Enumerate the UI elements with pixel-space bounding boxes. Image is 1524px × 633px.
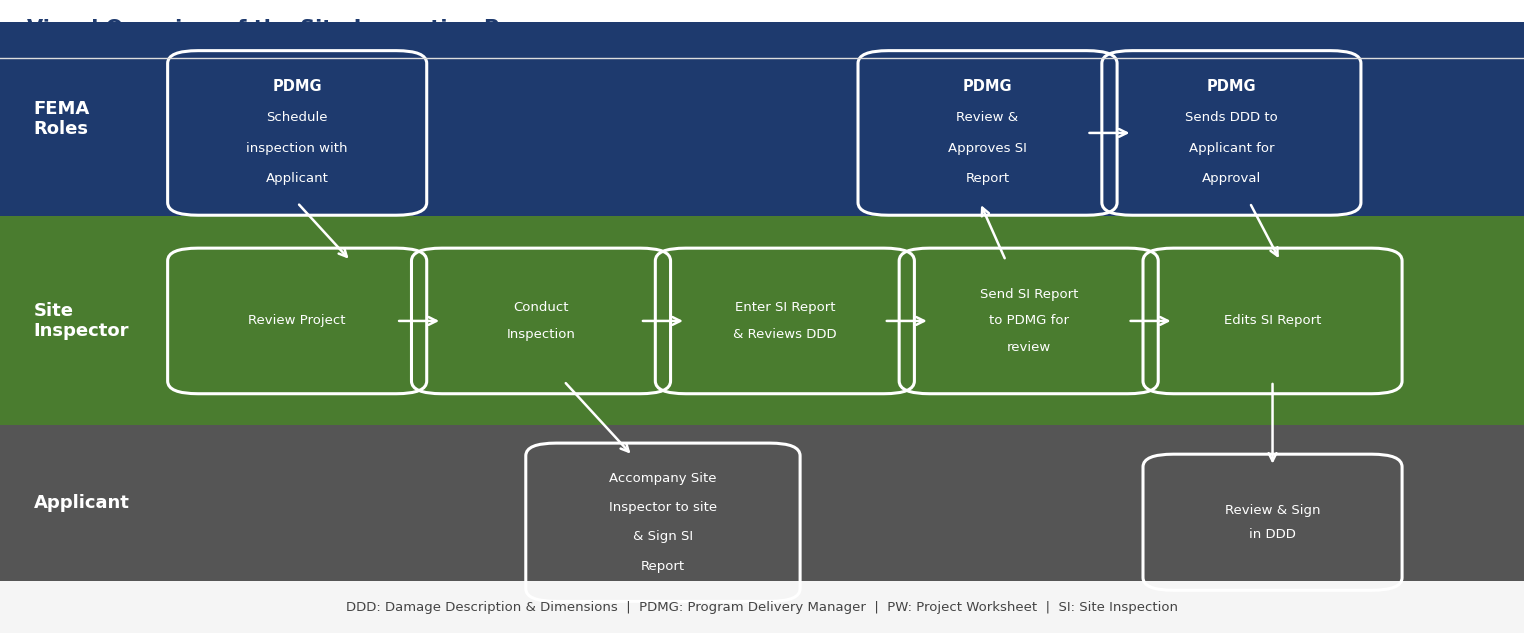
Text: Enter SI Report: Enter SI Report: [735, 301, 835, 314]
Text: Inspector to site: Inspector to site: [610, 501, 716, 514]
Text: Report: Report: [642, 560, 684, 573]
Text: Inspection: Inspection: [506, 328, 576, 341]
Text: Send SI Report: Send SI Report: [980, 288, 1077, 301]
Text: Review &: Review &: [957, 111, 1018, 124]
Text: Site
Inspector: Site Inspector: [34, 301, 130, 341]
FancyBboxPatch shape: [0, 0, 1524, 58]
Text: PDMG: PDMG: [273, 80, 322, 94]
Text: Sends DDD to: Sends DDD to: [1186, 111, 1277, 124]
FancyBboxPatch shape: [0, 216, 1524, 425]
Text: in DDD: in DDD: [1250, 528, 1295, 541]
FancyBboxPatch shape: [0, 425, 1524, 581]
Text: review: review: [1006, 341, 1052, 354]
Text: Report: Report: [966, 172, 1009, 185]
Text: PDMG: PDMG: [1207, 80, 1256, 94]
FancyBboxPatch shape: [0, 22, 1524, 216]
Text: Edits SI Report: Edits SI Report: [1224, 315, 1321, 327]
Text: Review & Sign: Review & Sign: [1225, 503, 1320, 517]
Text: inspection with: inspection with: [247, 142, 347, 154]
Text: Applicant for: Applicant for: [1189, 142, 1274, 154]
Text: & Sign SI: & Sign SI: [632, 530, 693, 543]
Text: to PDMG for: to PDMG for: [989, 315, 1068, 327]
Text: Accompany Site: Accompany Site: [610, 472, 716, 485]
Text: & Reviews DDD: & Reviews DDD: [733, 328, 837, 341]
Text: PDMG: PDMG: [963, 80, 1012, 94]
Text: Review Project: Review Project: [248, 315, 346, 327]
Text: Applicant: Applicant: [34, 494, 130, 512]
Text: Approval: Approval: [1202, 172, 1260, 185]
Text: Conduct: Conduct: [514, 301, 568, 314]
Text: Applicant: Applicant: [265, 172, 329, 185]
FancyBboxPatch shape: [0, 581, 1524, 633]
Text: Schedule: Schedule: [267, 111, 328, 124]
Text: DDD: Damage Description & Dimensions  |  PDMG: Program Delivery Manager  |  PW: : DDD: Damage Description & Dimensions | P…: [346, 601, 1178, 613]
Text: FEMA
Roles: FEMA Roles: [34, 99, 90, 139]
Text: Visual Overview of the Site Inspection Process: Visual Overview of the Site Inspection P…: [27, 19, 576, 39]
Text: Approves SI: Approves SI: [948, 142, 1027, 154]
